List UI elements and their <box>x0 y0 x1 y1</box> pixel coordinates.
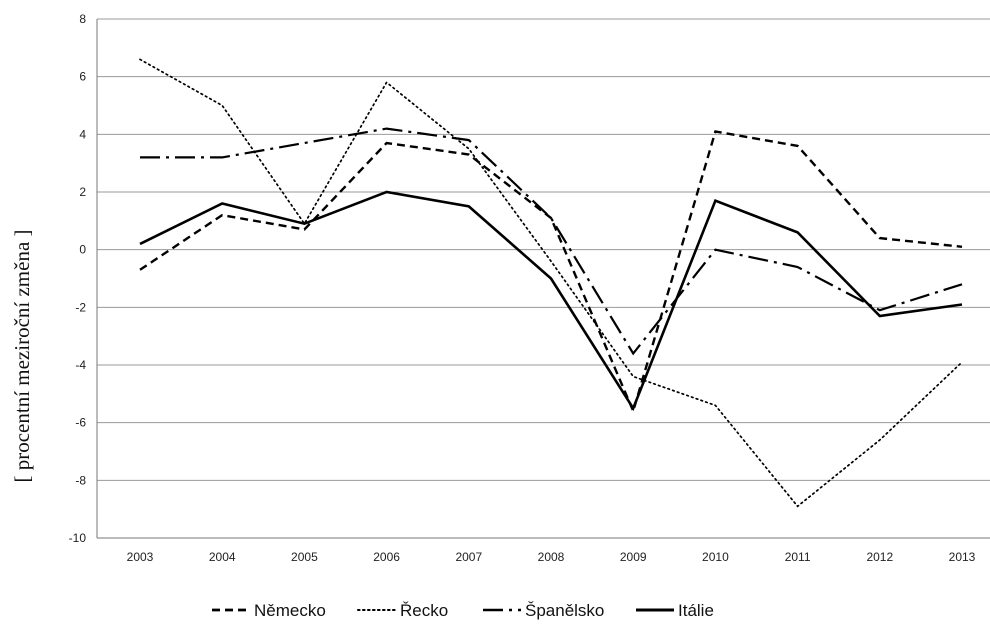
series-line-dotted <box>139 58 963 508</box>
x-tick-labels: 2003 2004 2005 2006 2007 2008 2009 2010 2011 2012… <box>127 550 976 564</box>
y-axis-label: [ procentní meziroční změna ] <box>10 229 34 482</box>
x-tick-label: 2013 <box>949 550 976 564</box>
x-tick-label: 2003 <box>127 550 154 564</box>
series-lines <box>139 58 963 508</box>
y-tick-label: -8 <box>75 473 86 487</box>
legend-label: Německo <box>254 601 326 620</box>
x-tick-label: 2009 <box>620 550 647 564</box>
y-tick-label: 6 <box>79 70 86 84</box>
y-tick-label: -4 <box>75 358 86 372</box>
series-line-dash-dot <box>140 127 963 356</box>
y-tick-label: -6 <box>75 416 86 430</box>
x-tick-label: 2004 <box>209 550 236 564</box>
y-tick-label: 4 <box>79 127 86 141</box>
y-tick-label: -10 <box>69 531 87 545</box>
legend: Německo Řecko Španělsko Itálie <box>212 601 714 620</box>
y-tick-label: 8 <box>79 12 86 26</box>
series-line-solid <box>139 190 963 412</box>
x-tick-label: 2005 <box>291 550 318 564</box>
legend-label: Řecko <box>400 601 448 620</box>
legend-label: Itálie <box>678 601 714 620</box>
x-tick-label: 2006 <box>373 550 400 564</box>
x-tick-label: 2010 <box>702 550 729 564</box>
y-tick-labels: 8 6 4 2 0 -2 -4 -6 -8 -10 <box>69 12 87 545</box>
grid-lines <box>96 18 990 539</box>
x-tick-label: 2012 <box>866 550 893 564</box>
legend-label: Španělsko <box>525 601 604 620</box>
x-tick-label: 2007 <box>455 550 482 564</box>
x-tick-label: 2008 <box>538 550 565 564</box>
series-line-dashed <box>139 130 963 415</box>
y-tick-label: 2 <box>79 185 86 199</box>
y-tick-label: -2 <box>75 300 86 314</box>
y-tick-label: 0 <box>79 243 86 257</box>
x-tick-label: 2011 <box>785 550 811 564</box>
